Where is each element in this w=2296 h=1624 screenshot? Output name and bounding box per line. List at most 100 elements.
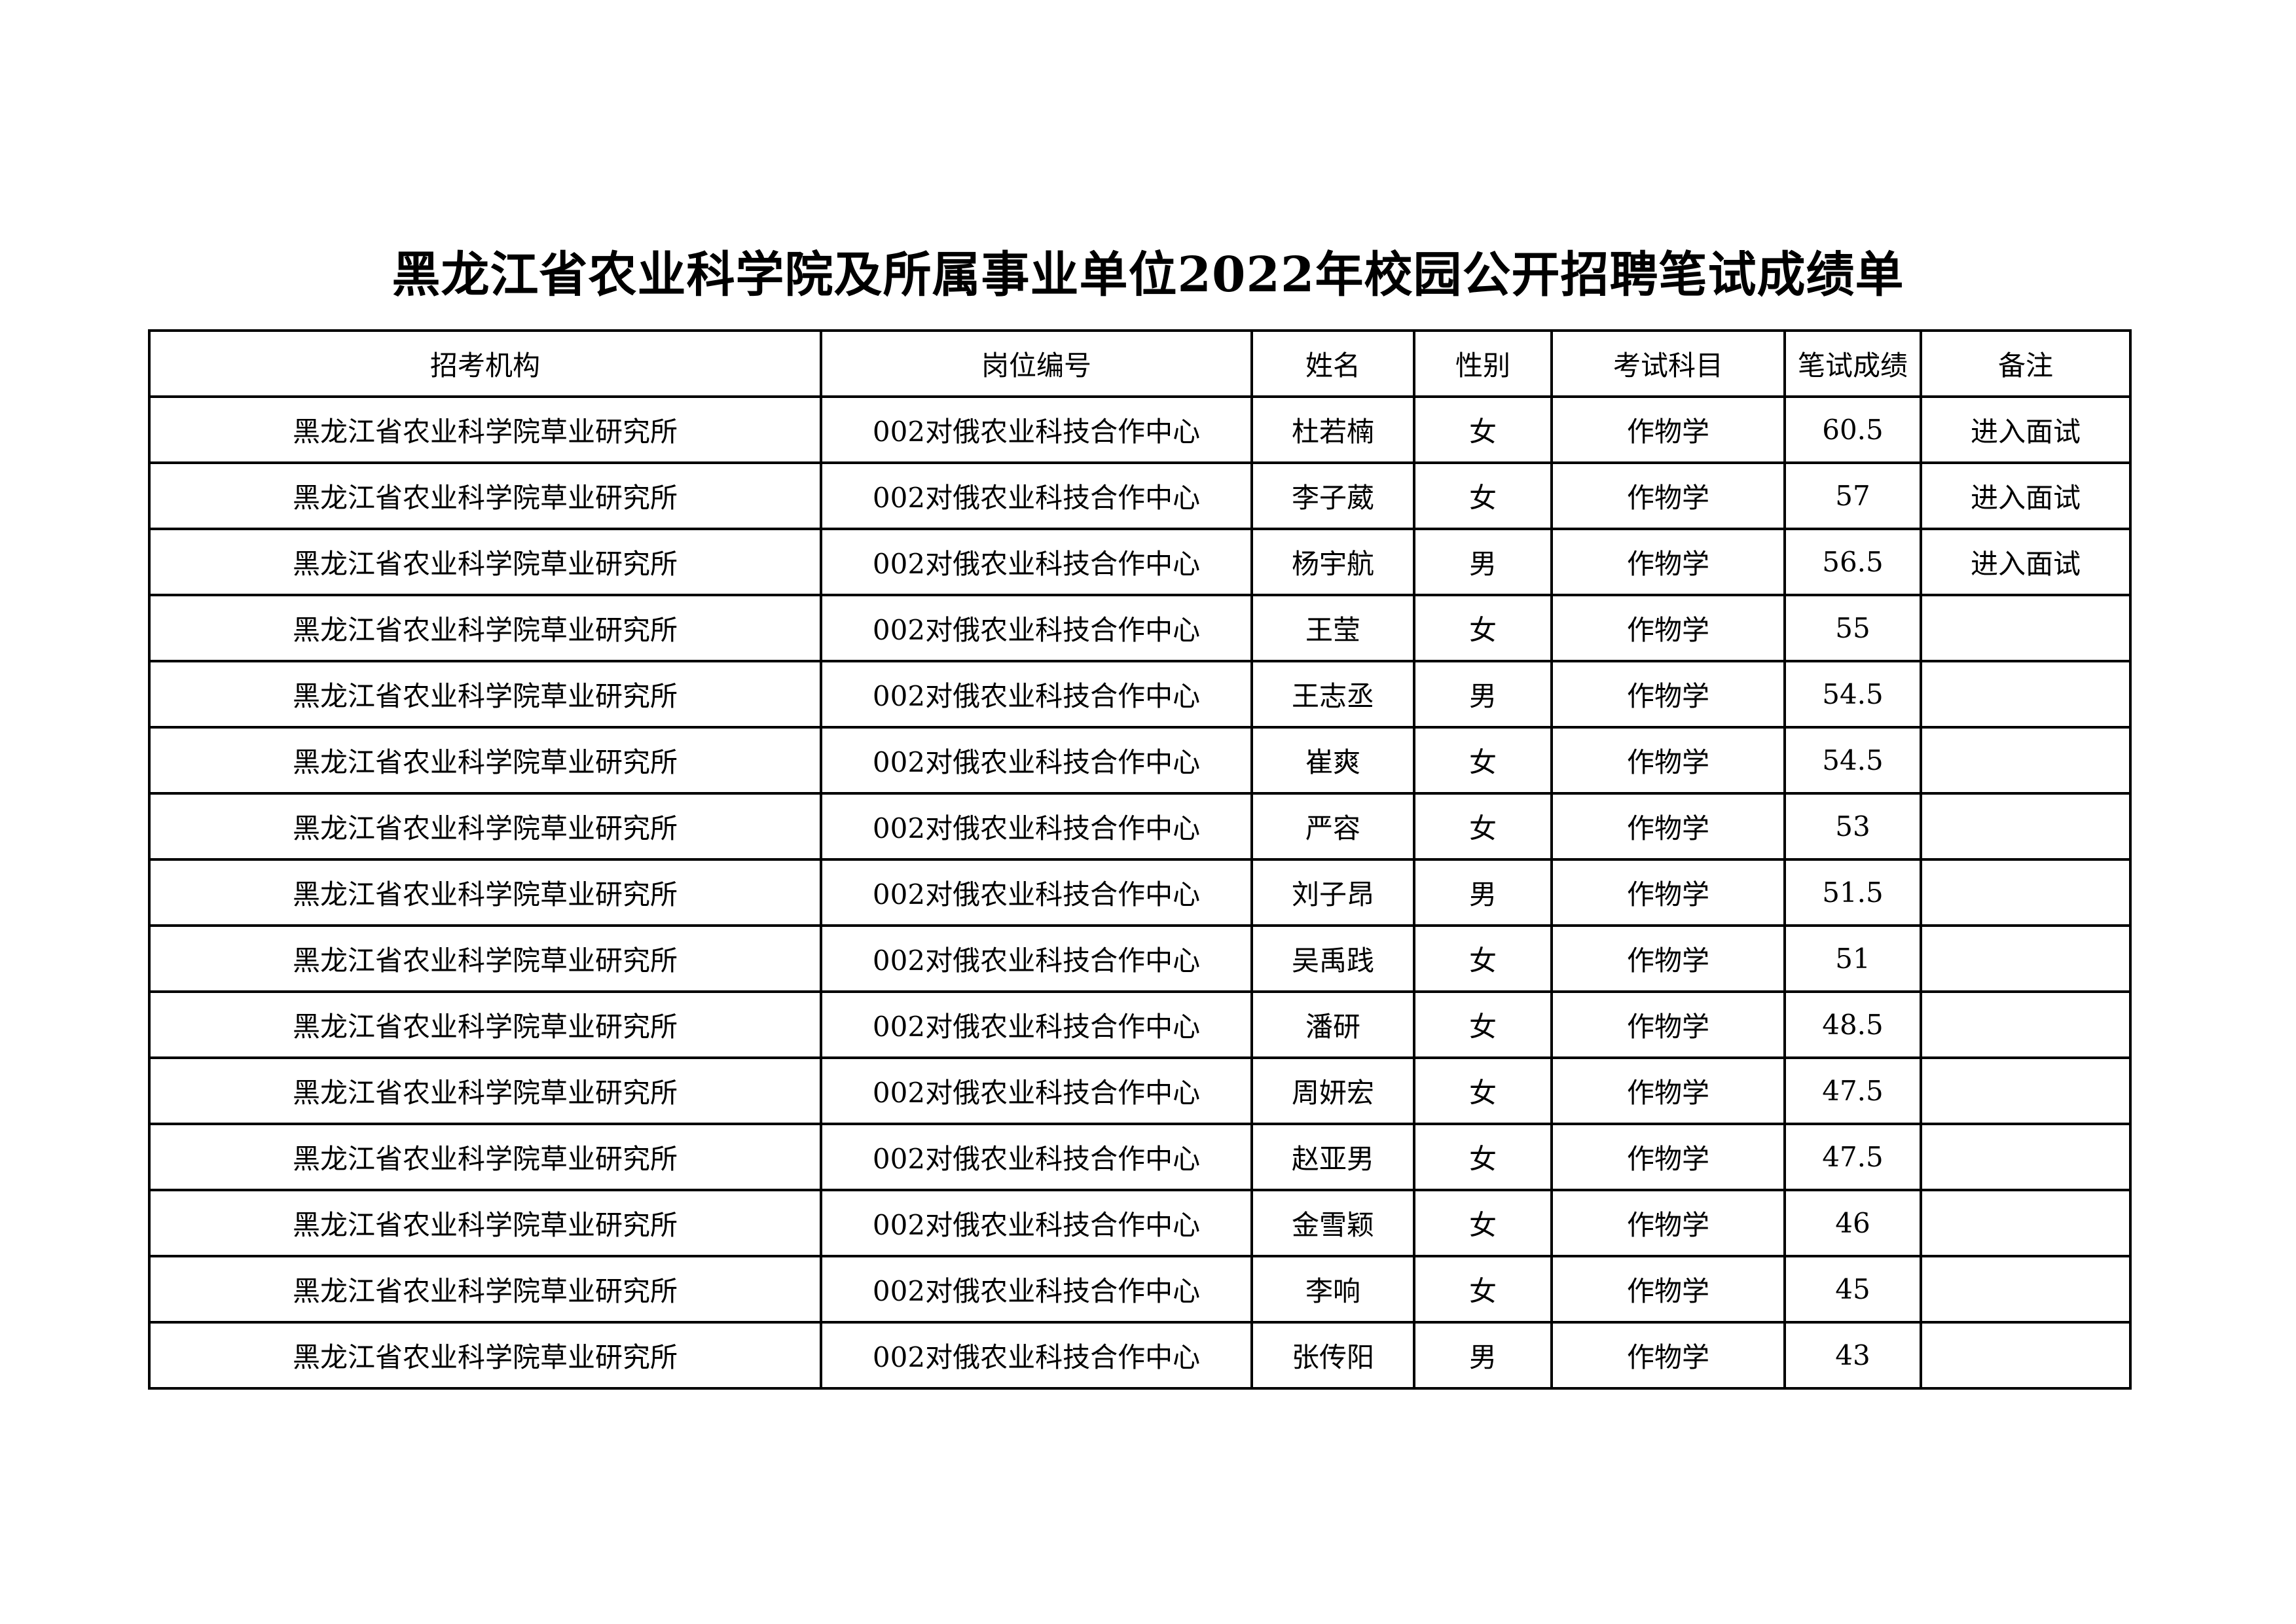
cell-name: 李响 xyxy=(1250,1255,1415,1324)
cell-institution: 黑龙江省农业科学院草业研究所 xyxy=(148,924,822,993)
cell-subject: 作物学 xyxy=(1550,594,1786,662)
cell-score: 47.5 xyxy=(1783,1056,1922,1125)
cell-subject: 作物学 xyxy=(1550,1056,1786,1125)
cell-name: 杜若楠 xyxy=(1250,395,1415,464)
document-title: 黑龙江省农业科学院及所属事业单位2022年校园公开招聘笔试成绩单 xyxy=(392,247,1904,303)
table-row: 黑龙江省农业科学院草业研究所 002对俄农业科技合作中心 王莹女作物学 55 xyxy=(148,594,2132,662)
table-header-row: 招考机构 岗位编号 姓名 性别 考试科目 笔试成绩 备注 xyxy=(148,329,2132,398)
cell-remarks xyxy=(1920,660,2132,729)
cell-gender: 女 xyxy=(1413,1189,1553,1257)
cell-remarks xyxy=(1920,594,2132,662)
cell-subject: 作物学 xyxy=(1550,1123,1786,1191)
cell-gender: 女 xyxy=(1413,990,1553,1059)
header-name: 姓名 xyxy=(1250,329,1415,398)
table-row: 黑龙江省农业科学院草业研究所 002对俄农业科技合作中心 金雪颖女作物学 46 xyxy=(148,1189,2132,1257)
table-row: 黑龙江省农业科学院草业研究所 002对俄农业科技合作中心 杨宇航男作物学 56.5 进入… xyxy=(148,528,2132,596)
cell-position-code: 002对俄农业科技合作中心 xyxy=(820,1321,1253,1390)
cell-score: 51 xyxy=(1783,924,1922,993)
cell-position-code: 002对俄农业科技合作中心 xyxy=(820,1255,1253,1324)
cell-score: 54.5 xyxy=(1783,726,1922,795)
cell-name: 王志丞 xyxy=(1250,660,1415,729)
cell-gender: 女 xyxy=(1413,792,1553,861)
cell-remarks xyxy=(1920,858,2132,927)
cell-score: 56.5 xyxy=(1783,528,1922,596)
cell-subject: 作物学 xyxy=(1550,660,1786,729)
table-row: 黑龙江省农业科学院草业研究所 002对俄农业科技合作中心 吴禹践女作物学 51 xyxy=(148,924,2132,993)
cell-institution: 黑龙江省农业科学院草业研究所 xyxy=(148,395,822,464)
cell-score: 47.5 xyxy=(1783,1123,1922,1191)
cell-subject: 作物学 xyxy=(1550,1189,1786,1257)
cell-subject: 作物学 xyxy=(1550,990,1786,1059)
cell-subject: 作物学 xyxy=(1550,1321,1786,1390)
cell-position-code: 002对俄农业科技合作中心 xyxy=(820,594,1253,662)
cell-institution: 黑龙江省农业科学院草业研究所 xyxy=(148,660,822,729)
cell-score: 60.5 xyxy=(1783,395,1922,464)
cell-remarks: 进入面试 xyxy=(1920,461,2132,530)
cell-institution: 黑龙江省农业科学院草业研究所 xyxy=(148,1321,822,1390)
cell-position-code: 002对俄农业科技合作中心 xyxy=(820,660,1253,729)
table-row: 黑龙江省农业科学院草业研究所 002对俄农业科技合作中心 崔爽女作物学 54.5 xyxy=(148,726,2132,795)
cell-name: 赵亚男 xyxy=(1250,1123,1415,1191)
header-position-code: 岗位编号 xyxy=(820,329,1253,398)
cell-gender: 男 xyxy=(1413,660,1553,729)
cell-subject: 作物学 xyxy=(1550,726,1786,795)
cell-subject: 作物学 xyxy=(1550,461,1786,530)
cell-gender: 女 xyxy=(1413,1255,1553,1324)
cell-score: 54.5 xyxy=(1783,660,1922,729)
cell-name: 潘研 xyxy=(1250,990,1415,1059)
cell-score: 51.5 xyxy=(1783,858,1922,927)
cell-gender: 女 xyxy=(1413,594,1553,662)
cell-position-code: 002对俄农业科技合作中心 xyxy=(820,1123,1253,1191)
cell-remarks xyxy=(1920,726,2132,795)
cell-name: 杨宇航 xyxy=(1250,528,1415,596)
cell-position-code: 002对俄农业科技合作中心 xyxy=(820,1056,1253,1125)
cell-remarks: 进入面试 xyxy=(1920,528,2132,596)
cell-name: 刘子昂 xyxy=(1250,858,1415,927)
cell-subject: 作物学 xyxy=(1550,792,1786,861)
cell-institution: 黑龙江省农业科学院草业研究所 xyxy=(148,792,822,861)
cell-position-code: 002对俄农业科技合作中心 xyxy=(820,395,1253,464)
cell-name: 金雪颖 xyxy=(1250,1189,1415,1257)
header-score: 笔试成绩 xyxy=(1783,329,1922,398)
cell-subject: 作物学 xyxy=(1550,858,1786,927)
cell-score: 46 xyxy=(1783,1189,1922,1257)
table-row: 黑龙江省农业科学院草业研究所 002对俄农业科技合作中心 周妍宏女作物学 47.5 xyxy=(148,1056,2132,1125)
cell-remarks: 进入面试 xyxy=(1920,395,2132,464)
table-row: 黑龙江省农业科学院草业研究所 002对俄农业科技合作中心 潘研女作物学 48.5 xyxy=(148,990,2132,1059)
cell-position-code: 002对俄农业科技合作中心 xyxy=(820,792,1253,861)
cell-remarks xyxy=(1920,1189,2132,1257)
cell-score: 43 xyxy=(1783,1321,1922,1390)
score-table: 招考机构 岗位编号 姓名 性别 考试科目 笔试成绩 备注 黑龙江省农业科学院草业… xyxy=(148,329,2132,1390)
cell-gender: 女 xyxy=(1413,726,1553,795)
table-row: 黑龙江省农业科学院草业研究所 002对俄农业科技合作中心 李响女作物学 45 xyxy=(148,1255,2132,1324)
table-row: 黑龙江省农业科学院草业研究所 002对俄农业科技合作中心 严容女作物学 53 xyxy=(148,792,2132,861)
cell-gender: 女 xyxy=(1413,924,1553,993)
cell-gender: 女 xyxy=(1413,395,1553,464)
cell-position-code: 002对俄农业科技合作中心 xyxy=(820,528,1253,596)
cell-position-code: 002对俄农业科技合作中心 xyxy=(820,726,1253,795)
cell-name: 李子葳 xyxy=(1250,461,1415,530)
table-row: 黑龙江省农业科学院草业研究所 002对俄农业科技合作中心 王志丞男作物学 54.5 xyxy=(148,660,2132,729)
table-row: 黑龙江省农业科学院草业研究所 002对俄农业科技合作中心 李子葳女作物学 57 进入面试 xyxy=(148,461,2132,530)
cell-remarks xyxy=(1920,1056,2132,1125)
cell-remarks xyxy=(1920,1255,2132,1324)
cell-score: 48.5 xyxy=(1783,990,1922,1059)
cell-institution: 黑龙江省农业科学院草业研究所 xyxy=(148,528,822,596)
cell-name: 崔爽 xyxy=(1250,726,1415,795)
cell-remarks xyxy=(1920,1321,2132,1390)
cell-gender: 女 xyxy=(1413,1123,1553,1191)
cell-name: 王莹 xyxy=(1250,594,1415,662)
cell-name: 严容 xyxy=(1250,792,1415,861)
cell-name: 周妍宏 xyxy=(1250,1056,1415,1125)
cell-institution: 黑龙江省农业科学院草业研究所 xyxy=(148,1056,822,1125)
table-row: 黑龙江省农业科学院草业研究所 002对俄农业科技合作中心 赵亚男女作物学 47.5 xyxy=(148,1123,2132,1191)
cell-position-code: 002对俄农业科技合作中心 xyxy=(820,461,1253,530)
cell-score: 45 xyxy=(1783,1255,1922,1324)
cell-position-code: 002对俄农业科技合作中心 xyxy=(820,990,1253,1059)
cell-remarks xyxy=(1920,1123,2132,1191)
header-remarks: 备注 xyxy=(1920,329,2132,398)
cell-institution: 黑龙江省农业科学院草业研究所 xyxy=(148,726,822,795)
cell-subject: 作物学 xyxy=(1550,395,1786,464)
cell-remarks xyxy=(1920,924,2132,993)
cell-gender: 男 xyxy=(1413,528,1553,596)
